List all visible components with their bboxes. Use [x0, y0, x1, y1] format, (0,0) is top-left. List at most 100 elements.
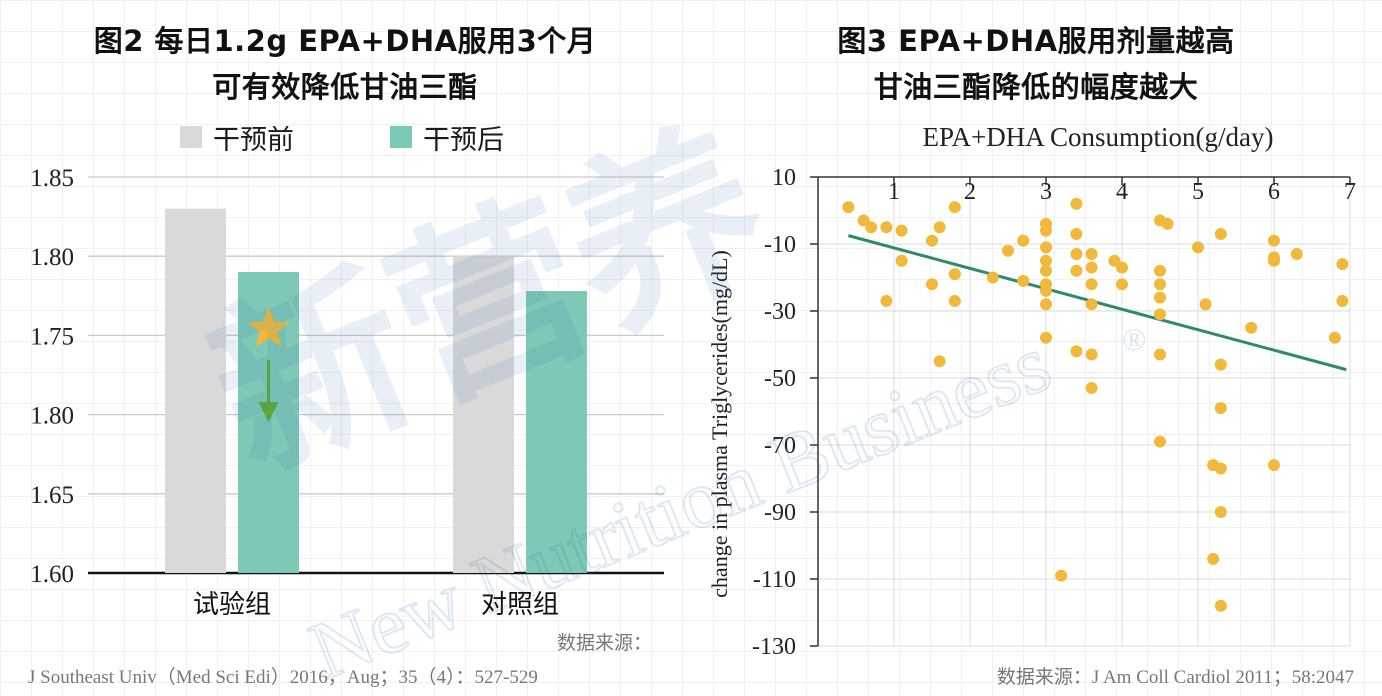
- scatter-point: [1040, 264, 1052, 277]
- scatter-point: [1085, 248, 1098, 261]
- scatter-xtick-label: 4: [1116, 179, 1128, 205]
- scatter-point: [1192, 241, 1204, 254]
- bar-ytick-label: 1.80: [30, 403, 74, 430]
- star-icon: [247, 307, 290, 347]
- scatter-ytick-label: 10: [772, 165, 796, 191]
- bar-chart-title-line1: 图2 每日1.2g EPA+DHA服用3个月: [93, 24, 597, 58]
- scatter-point: [1070, 248, 1083, 261]
- scatter-point: [1154, 264, 1166, 277]
- scatter-point: [1085, 298, 1098, 311]
- scatter-point: [880, 221, 893, 234]
- scatter-ytick-label: -50: [764, 366, 796, 392]
- bar-ytick-label: 1.60: [30, 561, 74, 588]
- scatter-point: [1040, 298, 1052, 311]
- scatter-point: [926, 278, 938, 291]
- scatter-point: [1154, 348, 1166, 361]
- scatter-point: [1002, 244, 1014, 257]
- scatter-point: [1116, 278, 1128, 291]
- scatter-point: [1290, 248, 1303, 261]
- scatter-point: [842, 201, 855, 214]
- bar-chart: 1.60 1.65 1.80 1.75 1.80 1.85 试验组 对照组: [30, 165, 664, 619]
- scatter-point: [880, 294, 893, 307]
- legend-swatch-after: [390, 126, 412, 148]
- scatter-point: [1070, 264, 1083, 277]
- scatter-ytick-label: -110: [753, 567, 796, 593]
- scatter-point: [1245, 321, 1258, 334]
- bar-ytick-label: 1.65: [30, 482, 74, 509]
- scatter-point: [1040, 224, 1052, 237]
- scatter-point: [1328, 331, 1341, 344]
- scatter-xtick-label: 3: [1040, 179, 1052, 205]
- bar-chart-title-line2: 可有效降低甘油三酯: [212, 70, 478, 104]
- scatter-chart-panel: 图3 EPA+DHA服用剂量越高 甘油三酯降低的幅度越大 EPA+DHA Con…: [690, 0, 1382, 696]
- scatter-point: [1268, 459, 1280, 472]
- legend-label-after: 干预后: [423, 125, 504, 156]
- scatter-point: [1085, 261, 1098, 274]
- scatter-point: [926, 234, 938, 247]
- bar-category-label: 试验组: [193, 590, 271, 619]
- bar-0-0: [165, 208, 226, 573]
- scatter-point: [1085, 278, 1098, 291]
- scatter-point: [933, 355, 946, 368]
- scatter-point: [933, 221, 946, 234]
- scatter-chart: EPA+DHA Consumption(g/day) 1 2 3 4 5 6 7 10 -10…: [707, 122, 1356, 660]
- bar-1-0: [453, 256, 514, 573]
- scatter-point: [1070, 197, 1083, 210]
- scatter-xtick-label: 7: [1344, 179, 1356, 205]
- scatter-ytick-label: -70: [764, 433, 796, 459]
- scatter-point: [1040, 254, 1052, 267]
- scatter-point: [1161, 217, 1174, 230]
- scatter-ytick-label: -90: [764, 500, 796, 526]
- bar-ytick-label: 1.80: [30, 244, 74, 271]
- scatter-point: [986, 271, 999, 284]
- scatter-title-line1: 图3 EPA+DHA服用剂量越高: [837, 24, 1235, 58]
- scatter-xtick-label: 5: [1192, 179, 1204, 205]
- scatter-point: [1214, 402, 1227, 415]
- scatter-ytick-label: -30: [764, 299, 796, 325]
- scatter-point: [1017, 234, 1030, 247]
- scatter-point: [1040, 241, 1052, 254]
- bar-source-citation: J Southeast Univ（Med Sci Edi）2016，Aug；35…: [28, 667, 538, 688]
- scatter-title-line2: 甘油三酯降低的幅度越大: [873, 70, 1199, 104]
- scatter-ytick-label: -10: [764, 232, 796, 258]
- scatter-point: [1199, 298, 1212, 311]
- bar-chart-panel: 图2 每日1.2g EPA+DHA服用3个月 可有效降低甘油三酯 干预前 干预后…: [0, 0, 690, 696]
- scatter-point: [1207, 552, 1220, 565]
- scatter-point: [1154, 308, 1166, 321]
- arrow-head-icon: [258, 402, 279, 422]
- scatter-point: [1336, 294, 1349, 307]
- scatter-point: [1214, 227, 1227, 240]
- scatter-source: 数据来源：J Am Coll Cardiol 2011；58:2047: [996, 667, 1354, 688]
- scatter-xtick-label: 2: [964, 179, 976, 205]
- scatter-point: [1017, 274, 1030, 287]
- scatter-xtick-label: 6: [1268, 179, 1280, 205]
- scatter-point: [1336, 258, 1349, 271]
- scatter-point: [1268, 234, 1280, 247]
- scatter-point: [1040, 331, 1052, 344]
- scatter-point: [895, 254, 908, 267]
- legend-swatch-before: [180, 126, 202, 148]
- scatter-point: [1214, 462, 1227, 475]
- scatter-point: [895, 224, 908, 237]
- scatter-point: [1116, 261, 1128, 274]
- scatter-axis-title: EPA+DHA Consumption(g/day): [923, 122, 1274, 152]
- scatter-y-axis-label: change in plasma Triglycerides(mg/dL): [707, 250, 732, 598]
- bar-1-1: [526, 291, 587, 573]
- scatter-point: [1214, 506, 1227, 518]
- scatter-point: [1154, 291, 1166, 304]
- scatter-xtick-label: 1: [888, 179, 900, 205]
- scatter-point: [948, 201, 961, 214]
- scatter-point: [948, 268, 961, 281]
- scatter-point: [1085, 348, 1098, 361]
- bar-source-label: 数据来源：: [556, 633, 652, 654]
- scatter-point: [1154, 435, 1166, 448]
- scatter-point: [1085, 382, 1098, 395]
- scatter-point: [1055, 569, 1068, 582]
- scatter-point: [865, 221, 878, 234]
- scatter-point: [1154, 278, 1166, 291]
- scatter-ytick-label: -130: [752, 634, 796, 660]
- scatter-point: [1268, 254, 1280, 267]
- scatter-point: [1040, 284, 1052, 297]
- bar-ytick-label: 1.85: [30, 165, 74, 192]
- bar-ytick-label: 1.75: [30, 323, 74, 350]
